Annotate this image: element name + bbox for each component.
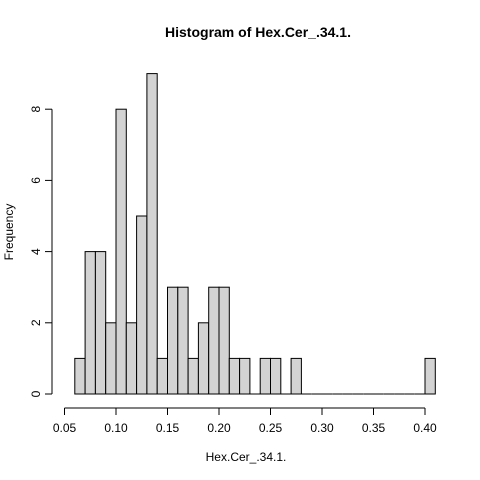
y-axis-label: Frequency — [2, 204, 16, 261]
histogram-bar — [167, 286, 179, 395]
histogram-bar — [177, 286, 189, 395]
histogram-bar — [115, 108, 127, 395]
x-tick-label: 0.40 — [413, 421, 437, 435]
histogram-bar — [125, 322, 138, 395]
histogram-bar — [136, 215, 148, 395]
histogram-bar — [424, 357, 436, 395]
y-axis: 0 2 4 6 8 — [29, 106, 53, 397]
histogram-bar — [105, 322, 117, 395]
histogram-bar — [94, 251, 107, 395]
x-tick-label: 0.10 — [104, 421, 128, 435]
histogram-bar — [239, 357, 251, 395]
bars-group — [74, 73, 436, 395]
x-tick-label: 0.35 — [362, 421, 386, 435]
x-axis-label: Hex.Cer_.34.1. — [206, 450, 287, 464]
histogram-bar — [290, 357, 302, 395]
y-tick-label: 8 — [29, 106, 43, 113]
histogram-bar — [156, 357, 168, 395]
x-tick-label: 0.25 — [259, 421, 283, 435]
histogram-bar — [228, 357, 241, 395]
x-tick-label: 0.15 — [156, 421, 180, 435]
histogram-bar — [74, 357, 86, 395]
histogram-bar — [146, 73, 158, 395]
x-axis: 0.05 0.10 0.15 0.20 0.25 0.30 0.35 0.40 — [53, 407, 437, 435]
histogram-bar — [84, 251, 96, 395]
x-tick-label: 0.20 — [207, 421, 231, 435]
x-tick-label: 0.05 — [53, 421, 77, 435]
y-tick-label: 4 — [29, 248, 43, 255]
histogram-bar — [259, 357, 272, 395]
x-tick-label: 0.30 — [310, 421, 334, 435]
histogram-bar — [208, 286, 220, 395]
y-tick-label: 6 — [29, 177, 43, 184]
chart-title: Histogram of Hex.Cer_.34.1. — [165, 24, 351, 40]
y-tick-label: 2 — [29, 319, 43, 326]
y-tick-label: 0 — [29, 390, 43, 397]
histogram-bar — [270, 357, 282, 395]
histogram-bar — [187, 357, 199, 395]
histogram-bar — [218, 286, 230, 395]
histogram-bar — [197, 322, 210, 395]
